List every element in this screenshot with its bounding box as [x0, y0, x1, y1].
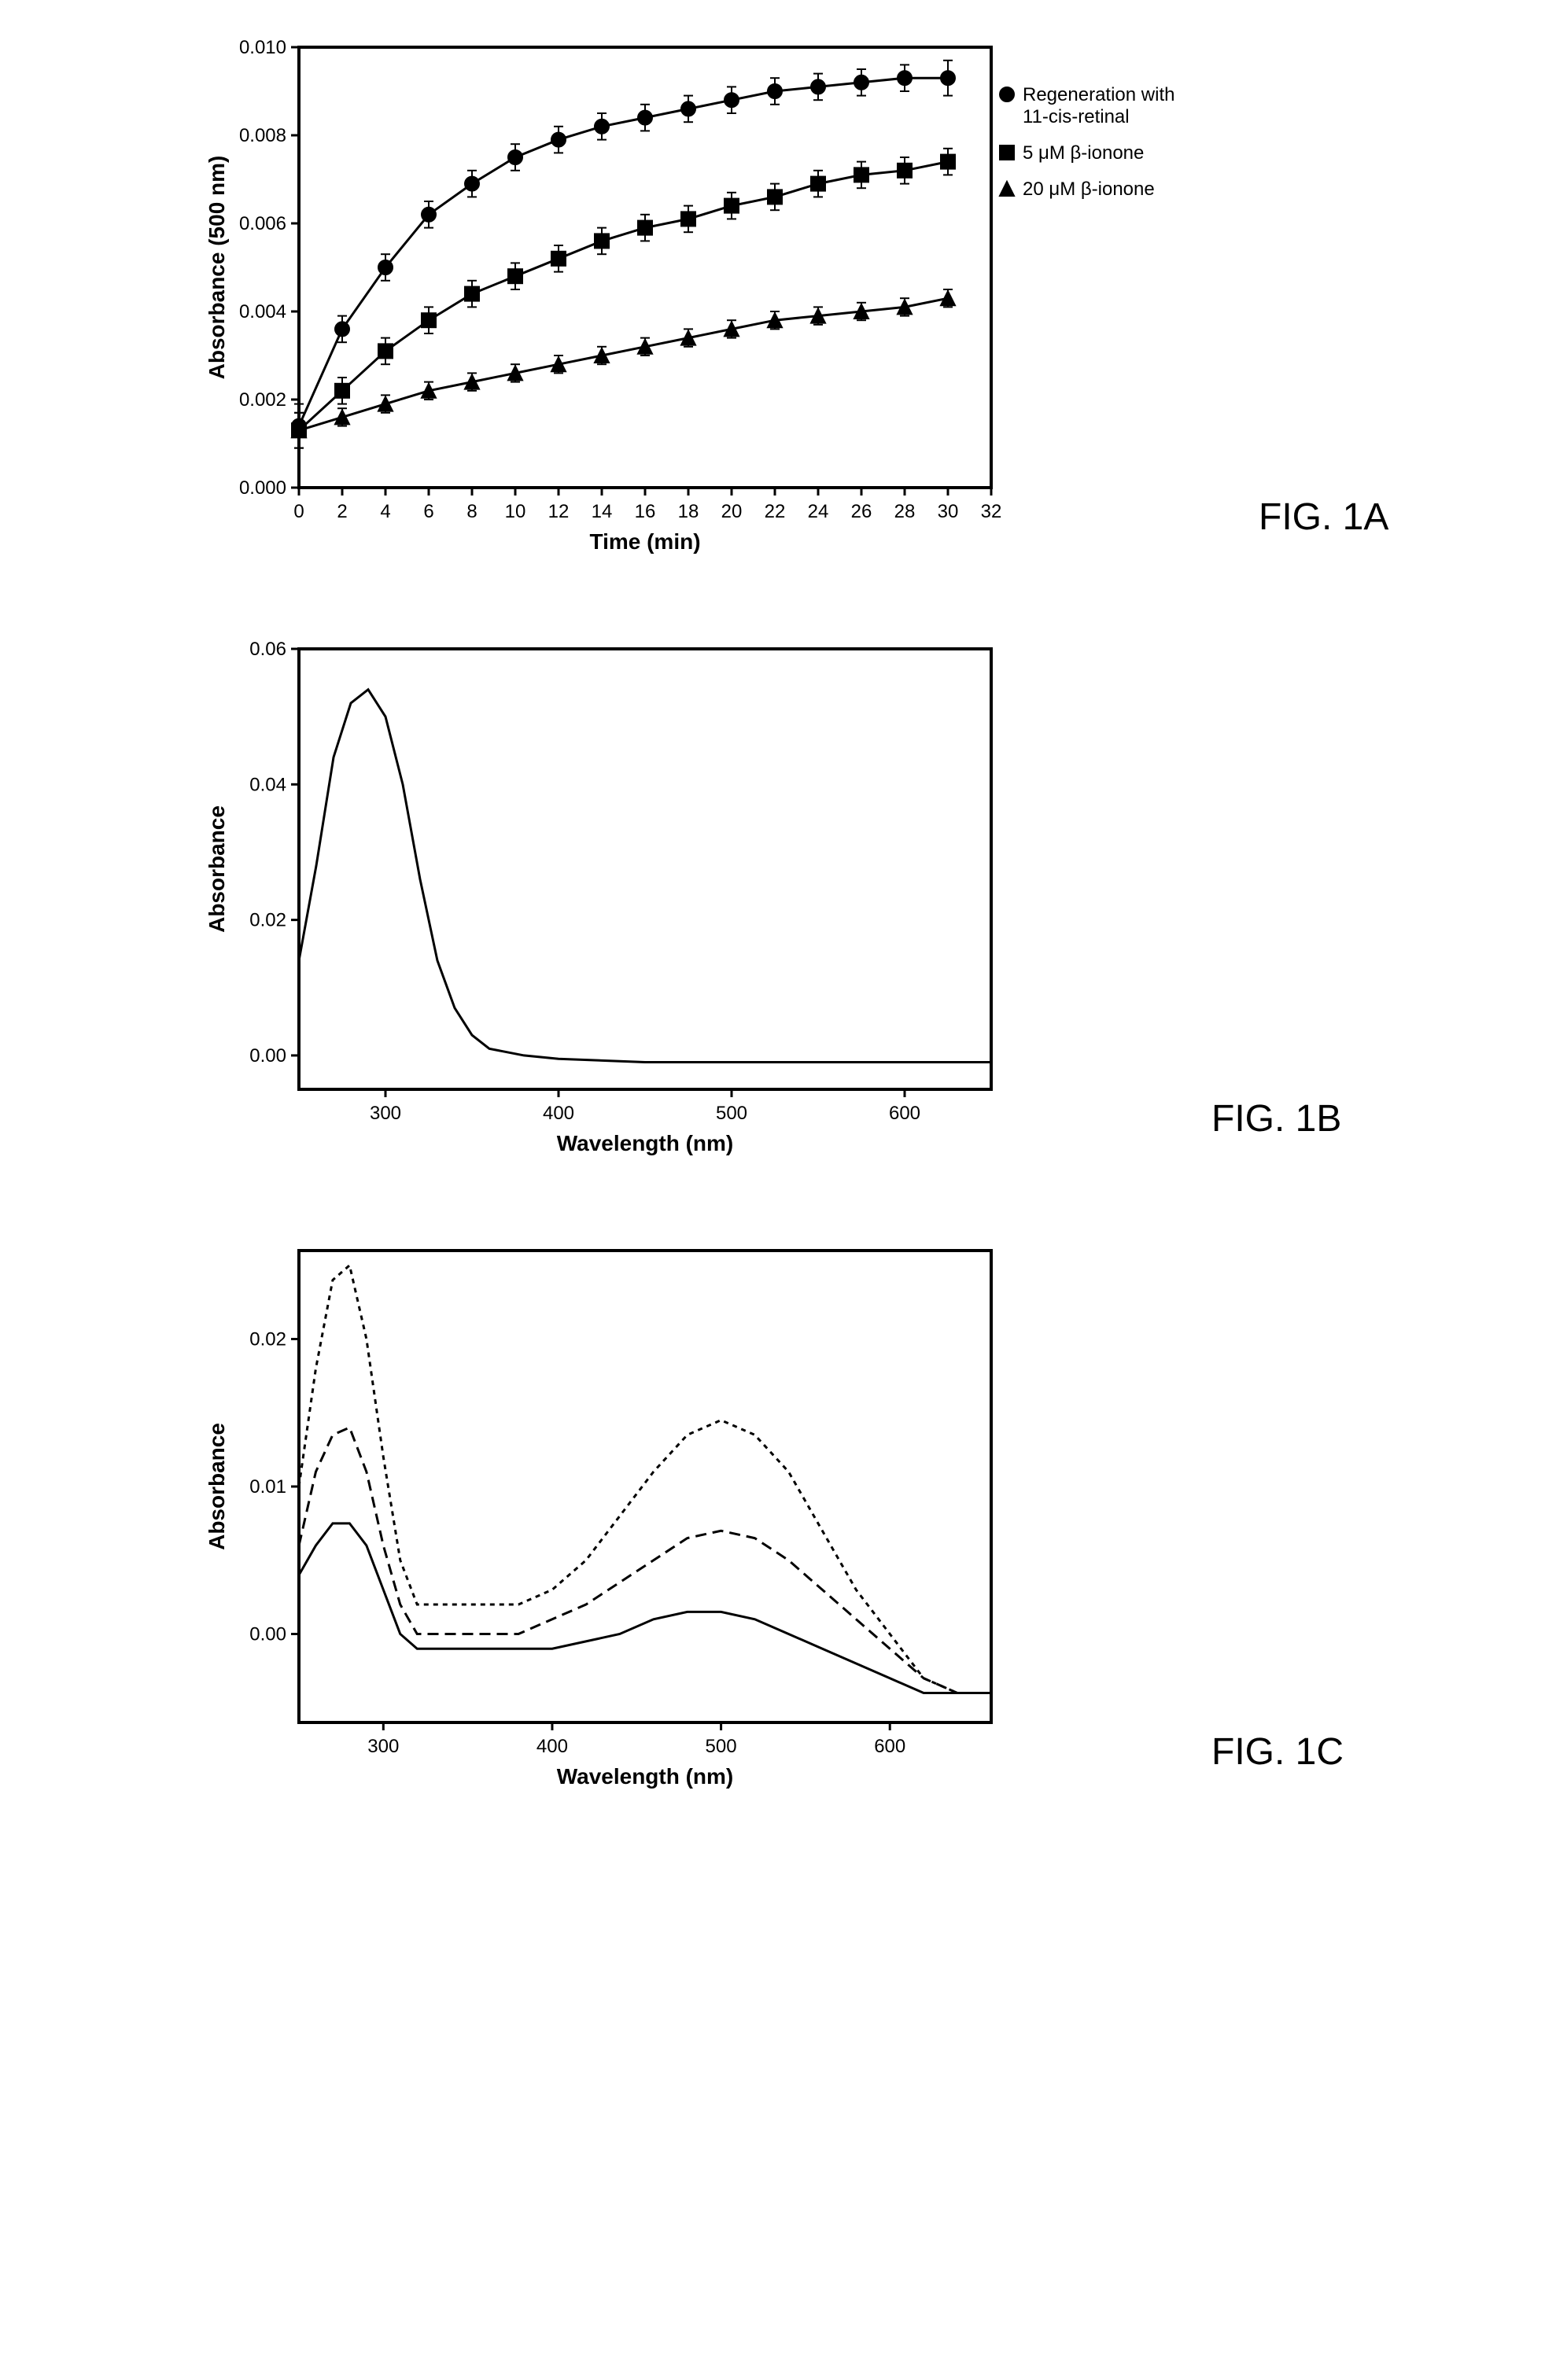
svg-text:14: 14	[592, 501, 613, 522]
svg-text:0.00: 0.00	[249, 1624, 286, 1645]
svg-text:6: 6	[423, 501, 433, 522]
figure-container: 024681012141618202224262830320.0000.0020…	[189, 31, 1525, 1821]
svg-text:0.00: 0.00	[249, 1045, 286, 1067]
svg-text:Wavelength (nm): Wavelength (nm)	[557, 1764, 734, 1789]
svg-text:500: 500	[706, 1736, 737, 1757]
svg-text:0.004: 0.004	[239, 301, 286, 322]
svg-text:2: 2	[337, 501, 347, 522]
figure-1c-row: 300 400 500 600 0.00 0.01 0.02 Wavelength (nm) A…	[189, 1235, 1344, 1821]
svg-text:400: 400	[543, 1103, 574, 1124]
svg-text:10: 10	[505, 501, 526, 522]
svg-text:0.02: 0.02	[249, 1329, 286, 1350]
svg-text:0.006: 0.006	[239, 213, 286, 234]
svg-text:4: 4	[380, 501, 390, 522]
svg-text:11-cis-retinal: 11-cis-retinal	[1023, 106, 1130, 127]
svg-text:0: 0	[293, 501, 304, 522]
figure-1c-plot: 300 400 500 600 0.00 0.01 0.02 Wavelength (nm) A…	[189, 1235, 1023, 1821]
svg-text:0.002: 0.002	[239, 389, 286, 411]
svg-text:12: 12	[548, 501, 570, 522]
svg-text:32: 32	[981, 501, 1002, 522]
svg-text:5 μM β-ionone: 5 μM β-ionone	[1023, 142, 1144, 164]
svg-text:600: 600	[889, 1103, 920, 1124]
svg-text:30: 30	[938, 501, 959, 522]
figure-1a-label: FIG. 1A	[1259, 496, 1388, 539]
svg-text:Absorbance (500 nm): Absorbance (500 nm)	[205, 156, 229, 380]
svg-text:300: 300	[367, 1736, 399, 1757]
svg-text:500: 500	[716, 1103, 747, 1124]
figure-1c-label: FIG. 1C	[1211, 1730, 1344, 1774]
svg-text:Absorbance: Absorbance	[205, 1423, 229, 1550]
svg-text:0.01: 0.01	[249, 1476, 286, 1498]
figure-1b-plot: 300 400 500 600 0.00 0.02 0.04 0.06 Wavelength (…	[189, 633, 1023, 1188]
svg-text:16: 16	[635, 501, 656, 522]
svg-text:Regeneration with: Regeneration with	[1023, 84, 1174, 105]
svg-text:8: 8	[466, 501, 477, 522]
svg-text:Wavelength (nm): Wavelength (nm)	[557, 1131, 734, 1155]
svg-text:20 μM β-ionone: 20 μM β-ionone	[1023, 179, 1155, 200]
figure-1b-row: 300 400 500 600 0.00 0.02 0.04 0.06 Wavelength (…	[189, 633, 1341, 1188]
svg-text:Absorbance: Absorbance	[205, 805, 229, 933]
svg-text:0.04: 0.04	[249, 774, 286, 795]
svg-text:600: 600	[874, 1736, 905, 1757]
svg-text:0.02: 0.02	[249, 910, 286, 931]
figure-1a-row: 024681012141618202224262830320.0000.0020…	[189, 31, 1388, 586]
figure-1b-label: FIG. 1B	[1211, 1097, 1341, 1140]
svg-text:0.008: 0.008	[239, 125, 286, 146]
figure-1a-plot: 024681012141618202224262830320.0000.0020…	[189, 31, 1211, 586]
svg-text:0.010: 0.010	[239, 37, 286, 58]
svg-text:22: 22	[765, 501, 786, 522]
svg-text:400: 400	[536, 1736, 568, 1757]
svg-text:300: 300	[370, 1103, 401, 1124]
svg-text:28: 28	[894, 501, 916, 522]
svg-text:20: 20	[721, 501, 743, 522]
svg-text:0.06: 0.06	[249, 639, 286, 660]
svg-text:0.000: 0.000	[239, 477, 286, 499]
svg-text:Time (min): Time (min)	[589, 529, 700, 554]
svg-text:24: 24	[808, 501, 829, 522]
svg-text:18: 18	[678, 501, 699, 522]
svg-text:26: 26	[851, 501, 872, 522]
